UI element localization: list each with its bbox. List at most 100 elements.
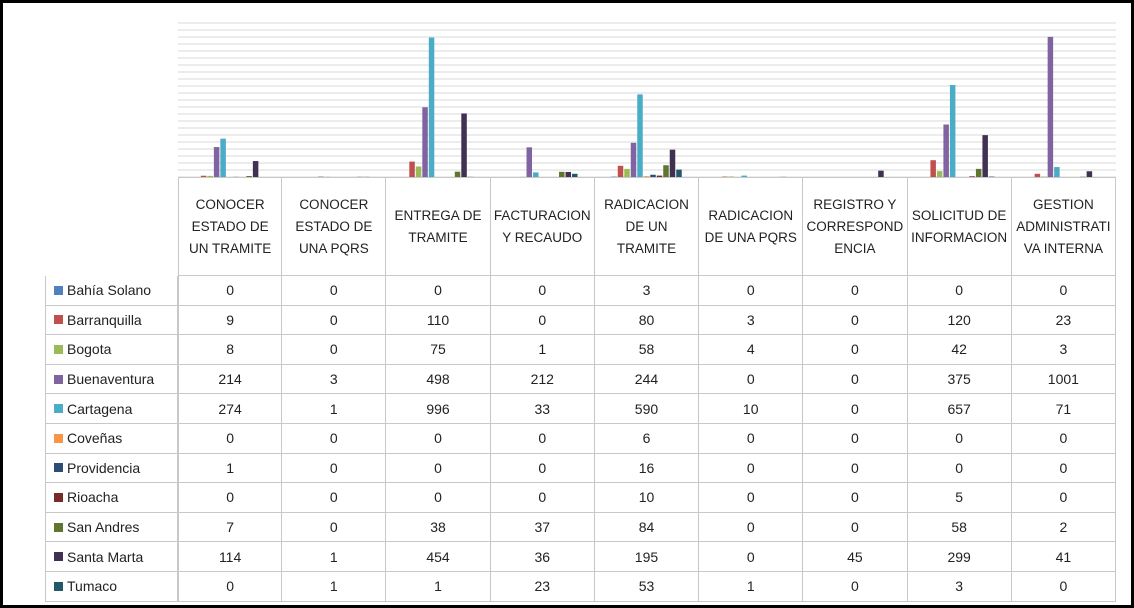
table-value: 0 — [699, 542, 804, 572]
table-value: 9 — [178, 305, 283, 336]
category-header: RADICACION DE UN TRAMITE — [594, 177, 700, 276]
table-value: 110 — [386, 305, 491, 336]
bar — [559, 171, 565, 177]
table-value: 0 — [282, 276, 387, 306]
table-value: 299 — [907, 542, 1012, 572]
table-value: 657 — [907, 394, 1012, 424]
table-value: 590 — [594, 394, 700, 424]
bar — [878, 170, 884, 177]
bar — [936, 171, 943, 177]
legend-entry: Cartagena — [45, 394, 178, 424]
table-value: 0 — [490, 453, 595, 484]
table-value: 0 — [490, 424, 595, 454]
table-value: 53 — [594, 572, 700, 602]
bar — [461, 113, 467, 177]
table-value: 0 — [699, 512, 804, 543]
category-header: RADICACION DE UNA PQRS — [699, 177, 804, 276]
table-value: 1 — [282, 572, 387, 602]
bar — [213, 147, 220, 177]
table-value: 84 — [594, 512, 700, 543]
table-value: 498 — [386, 364, 491, 395]
bar — [565, 171, 572, 177]
bar — [207, 175, 213, 177]
table-value: 0 — [1011, 453, 1116, 484]
table-value: 1 — [178, 453, 283, 484]
table-value: 0 — [803, 305, 908, 336]
table-value: 0 — [907, 424, 1012, 454]
legend-label: Tumaco — [67, 578, 118, 595]
table-value: 58 — [594, 335, 700, 365]
table-value: 0 — [386, 483, 491, 513]
table-value: 0 — [178, 572, 283, 602]
table-value: 0 — [1011, 424, 1116, 454]
table-value: 45 — [803, 542, 908, 572]
bar — [943, 124, 949, 177]
bar — [741, 175, 747, 177]
table-value: 0 — [699, 424, 804, 454]
legend-swatch — [54, 315, 63, 325]
table-value: 2 — [1011, 512, 1116, 543]
table-value: 120 — [907, 305, 1012, 336]
table-value: 0 — [803, 394, 908, 424]
bar — [617, 165, 624, 177]
legend-entry: Bogota — [45, 335, 178, 365]
table-value: 0 — [490, 305, 595, 336]
bar — [624, 168, 630, 177]
legend-label: Rioacha — [67, 489, 119, 506]
bar — [200, 175, 207, 177]
bar — [533, 172, 539, 177]
table-value: 23 — [490, 572, 595, 602]
table-value: 0 — [178, 424, 283, 454]
table-value: 0 — [1011, 483, 1116, 513]
table-value: 10 — [699, 394, 804, 424]
table-value: 1001 — [1011, 364, 1116, 395]
table-value: 0 — [803, 453, 908, 484]
legend-swatch — [54, 463, 63, 473]
legend-label: San Andres — [67, 519, 140, 536]
table-value: 8 — [178, 335, 283, 365]
table-value: 0 — [282, 483, 387, 513]
category-header: FACTURACION Y RECAUDO — [490, 177, 595, 276]
bar — [1086, 171, 1093, 177]
table-value: 38 — [386, 512, 491, 543]
table-value: 0 — [1011, 276, 1116, 306]
category-header: SOLICITUD DE INFORMACION — [907, 177, 1012, 276]
table-value: 42 — [907, 335, 1012, 365]
bar — [409, 161, 415, 177]
legend-label: Bogota — [67, 341, 112, 358]
bar — [252, 161, 259, 177]
table-value: 1 — [490, 335, 595, 365]
table-value: 0 — [803, 335, 908, 365]
legend-entry: Santa Marta — [45, 542, 178, 572]
table-value: 0 — [282, 305, 387, 336]
table-value: 16 — [594, 453, 700, 484]
legend-swatch — [54, 404, 63, 414]
table-value: 274 — [178, 394, 283, 424]
bar — [246, 176, 252, 177]
table-value: 71 — [1011, 394, 1116, 424]
legend-label: Buenaventura — [67, 371, 155, 388]
bar — [526, 147, 533, 177]
table-value: 1 — [282, 542, 387, 572]
bar — [728, 176, 734, 177]
table-value: 10 — [594, 483, 700, 513]
legend-swatch — [54, 492, 63, 502]
bar — [982, 135, 988, 177]
legend-swatch — [54, 433, 63, 443]
legend-entry: Providencia — [45, 453, 178, 484]
table-value: 0 — [803, 483, 908, 513]
category-header: CONOCER ESTADO DE UN TRAMITE — [178, 177, 283, 276]
table-value: 58 — [907, 512, 1012, 543]
table-value: 375 — [907, 364, 1012, 395]
table-value: 3 — [282, 364, 387, 395]
bar — [572, 173, 578, 177]
bar — [454, 171, 461, 177]
table-value: 5 — [907, 483, 1012, 513]
table-value: 1 — [699, 572, 804, 602]
category-header: REGISTRO Y CORRESPONDENCIA — [803, 177, 908, 276]
legend-swatch — [54, 581, 63, 591]
bar — [949, 85, 956, 177]
table-value: 0 — [699, 276, 804, 306]
table-value: 0 — [282, 424, 387, 454]
table-value: 1 — [386, 572, 491, 602]
